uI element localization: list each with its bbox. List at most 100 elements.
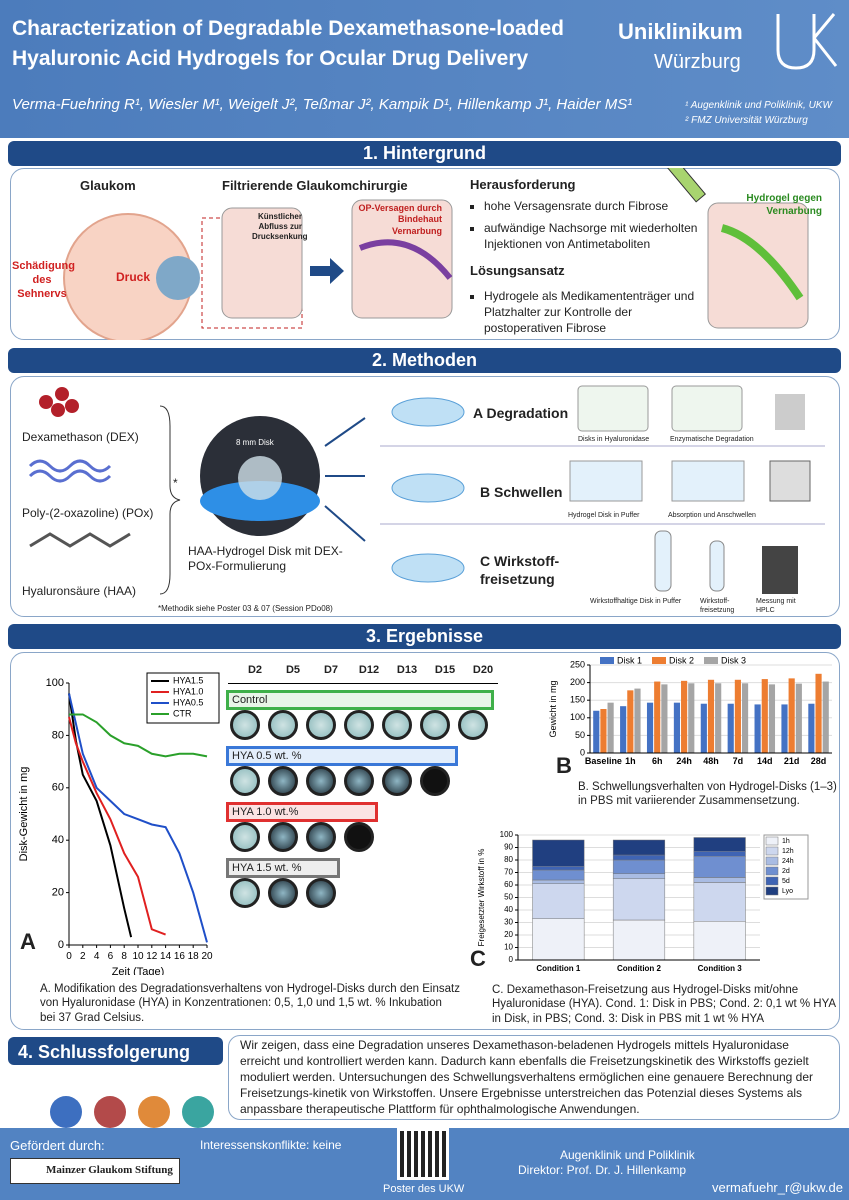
legend-swatch <box>652 657 666 664</box>
y-tick-label: 200 <box>570 677 585 687</box>
x-tick-label: 28d <box>811 756 827 766</box>
label: 8 mm Disk <box>236 438 274 447</box>
x-tick-label: 14 <box>160 951 172 962</box>
bar-segment <box>693 851 746 857</box>
bar-segment <box>532 839 585 867</box>
series-line <box>68 716 166 936</box>
y-tick-label: 50 <box>504 893 513 902</box>
disk-row <box>230 878 336 908</box>
logo-mark <box>776 13 838 70</box>
x-tick-label: 48h <box>703 756 719 766</box>
bar-segment <box>693 877 746 883</box>
x-tick-label: 0 <box>66 951 72 962</box>
chart-b: 0 50 100 150 200 250 Gewicht in mg Baseline 1h 6h… <box>548 655 832 766</box>
bar-segment <box>612 878 666 921</box>
y-tick-label: 50 <box>575 730 585 740</box>
y-tick-label: 0 <box>580 747 585 757</box>
bar <box>634 688 641 753</box>
brace <box>159 405 181 595</box>
label: Disks in Hyaluronidase <box>578 436 650 443</box>
illustration <box>28 385 825 595</box>
label: Hydrogel gegen Vernarbung <box>746 193 822 217</box>
legend-swatch <box>765 876 779 886</box>
arrow <box>310 258 344 284</box>
icon <box>50 1096 82 1128</box>
label: HAA-Hydrogel Disk mit DEX-POx-Formulieru… <box>188 544 343 573</box>
y-tick-label: 20 <box>504 930 513 939</box>
y-tick-label: 0 <box>58 939 64 951</box>
bar-segment <box>612 839 666 856</box>
disk <box>391 397 465 427</box>
bar <box>795 683 802 753</box>
day-label: D20 <box>472 664 494 676</box>
polymer <box>28 459 112 483</box>
y-tick-label: 80 <box>52 729 64 741</box>
y-tick-label: 80 <box>504 855 513 864</box>
label: Wirkstoffhaltige Disk in Puffer <box>590 598 682 605</box>
bar <box>593 710 600 753</box>
y-tick-label: 150 <box>570 695 585 705</box>
label: B Schwellen <box>480 484 563 500</box>
affiliation: ² FMZ Universität Würzburg <box>685 115 808 126</box>
x-tick-label: Condition 2 <box>617 964 662 973</box>
y-tick-label: 100 <box>46 677 64 689</box>
label: Künstlicher Abfluss zur Drucksenkung <box>252 212 308 241</box>
icons <box>50 1096 214 1128</box>
group-label: Control <box>226 690 494 710</box>
lens <box>156 256 200 300</box>
disk <box>391 553 465 583</box>
disk-row <box>230 710 488 740</box>
label: * <box>173 476 178 490</box>
affiliation: ¹ Augenklinik und Poliklinik, UKW <box>685 100 832 111</box>
disk <box>238 456 282 500</box>
bar <box>727 703 734 753</box>
bar-segment <box>532 869 585 881</box>
bar-segment <box>612 873 666 879</box>
y-tick-label: 250 <box>570 659 585 669</box>
y-tick-label: 90 <box>504 843 513 852</box>
bar <box>707 679 715 753</box>
legend-label: HYA1.0 <box>173 686 203 696</box>
day-label: D5 <box>285 664 301 676</box>
y-tick-label: 60 <box>504 880 513 889</box>
group-label: HYA 0.5 wt. % <box>226 746 458 766</box>
bar-segment <box>532 918 585 961</box>
group-label: HYA 1.5 wt. % <box>226 858 340 878</box>
legend-label: HYA0.5 <box>173 697 203 707</box>
plate <box>577 385 649 432</box>
legend-label: 5d <box>782 878 790 885</box>
hplc <box>762 546 798 594</box>
molecules <box>39 387 79 417</box>
caption: B. Schwellungsverhalten von Hydrogel-Dis… <box>578 781 837 808</box>
x-tick-label: 8 <box>121 951 127 962</box>
bar-segment <box>612 854 666 861</box>
bar <box>734 679 741 753</box>
bar <box>646 702 654 753</box>
legend-label: 2d <box>782 868 790 875</box>
x-tick-label: 6h <box>652 756 663 766</box>
bar-segment <box>693 921 746 961</box>
bar <box>700 703 707 753</box>
bullet: aufwändige Nachsorge mit wiederholten In… <box>484 220 705 252</box>
bar <box>627 690 634 753</box>
day-label: D7 <box>323 664 339 676</box>
footer-text: Poster des UKW <box>383 1183 465 1195</box>
group-label: HYA 1.0 wt.% <box>226 802 378 822</box>
plate <box>671 385 743 432</box>
bar-segment <box>532 866 585 871</box>
label: OP-Versagen durch Bindehaut Vernarbung <box>358 203 442 236</box>
legend-swatch <box>765 886 779 896</box>
label: Wirkstoff-freisetzung <box>700 598 735 614</box>
day-labels: D2 D5 D7 D12 D13 D15 D20 <box>236 664 502 676</box>
x-tick-label: Condition 1 <box>536 964 581 973</box>
bar <box>788 678 795 753</box>
x-tick-label: 2 <box>80 951 86 962</box>
beaker <box>671 460 745 502</box>
footer-text: vermafuehr_r@ukw.de <box>712 1180 843 1195</box>
label: A Degradation <box>473 405 569 421</box>
label: Glaukom <box>80 178 136 193</box>
disk-row <box>230 822 374 852</box>
footer-text: Interessenskonflikte: keine <box>200 1138 342 1152</box>
label: Filtrierende Glaukomchirurgie <box>222 178 408 193</box>
legend-label: Disk 1 <box>617 655 642 665</box>
